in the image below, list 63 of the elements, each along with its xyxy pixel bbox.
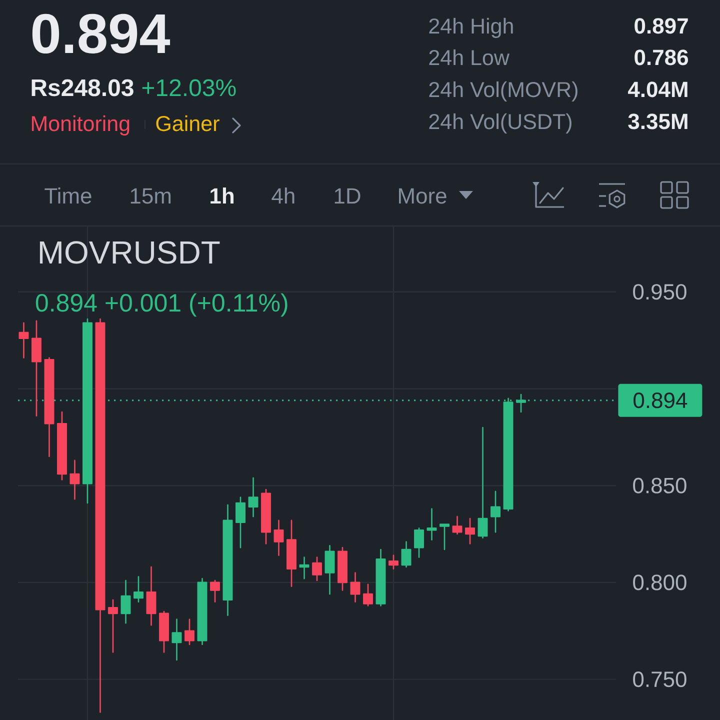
candlestick bbox=[414, 528, 424, 558]
candlestick bbox=[440, 524, 450, 550]
text: Gainer bbox=[156, 115, 220, 132]
text: 1D bbox=[334, 188, 360, 204]
candlestick bbox=[18, 322, 29, 358]
text: 0.786 bbox=[634, 50, 688, 66]
candlestick bbox=[261, 488, 271, 544]
candlestick bbox=[248, 477, 258, 518]
candlestick bbox=[236, 496, 246, 548]
text: More bbox=[399, 188, 446, 204]
text: 24h Vol(MOVR) bbox=[429, 81, 578, 102]
candlestick bbox=[70, 460, 80, 500]
candlestick bbox=[299, 556, 310, 580]
text: 4.04M bbox=[628, 82, 688, 98]
text: 24h Low bbox=[429, 49, 510, 66]
candlestick bbox=[388, 554, 398, 570]
text: 24h Vol(USDT) bbox=[429, 113, 572, 134]
candlestick bbox=[312, 556, 322, 582]
candlestick bbox=[401, 541, 412, 568]
candlestick bbox=[426, 508, 437, 540]
candlestick bbox=[363, 584, 373, 606]
candlestick bbox=[286, 520, 296, 587]
y-tick-label: 0.800 bbox=[633, 574, 686, 590]
text: 3.35M bbox=[628, 114, 688, 130]
candlestick bbox=[376, 548, 386, 606]
candlestick bbox=[210, 580, 220, 602]
text: Time bbox=[44, 188, 92, 204]
text: Monitoring bbox=[32, 115, 130, 136]
candlestick bbox=[44, 357, 54, 458]
candlestick bbox=[57, 411, 67, 480]
text: Rs248.03 bbox=[32, 79, 134, 96]
text: 0.894 +0.001 (+0.11%) bbox=[36, 293, 288, 317]
text: 0.894 bbox=[32, 14, 170, 54]
text: 15m bbox=[130, 188, 171, 204]
candlestick bbox=[478, 426, 488, 539]
candlestick bbox=[197, 578, 208, 646]
candlestick bbox=[159, 610, 169, 653]
candlestick bbox=[184, 618, 194, 646]
candlestick bbox=[32, 320, 42, 416]
text: 24h High bbox=[429, 18, 513, 38]
candlestick bbox=[108, 599, 118, 653]
text: 4h bbox=[272, 188, 294, 204]
candlestick bbox=[465, 518, 475, 544]
y-tick-label: 0.750 bbox=[633, 672, 686, 688]
candlestick bbox=[172, 618, 182, 661]
candlestick bbox=[146, 566, 156, 626]
candlestick bbox=[95, 318, 106, 713]
text: 1h bbox=[210, 188, 234, 204]
ref-line-label: 0.894 bbox=[634, 392, 688, 408]
y-tick-label: 0.850 bbox=[633, 478, 686, 494]
text: +12.03% bbox=[142, 79, 236, 96]
text: 0.897 bbox=[634, 18, 688, 34]
candlestick bbox=[452, 516, 462, 535]
candlestick bbox=[324, 544, 335, 595]
chart-title: MOVRUSDT bbox=[40, 241, 220, 264]
candlestick bbox=[338, 546, 348, 591]
candlestick bbox=[350, 572, 360, 602]
candlestick bbox=[222, 504, 233, 616]
candlestick bbox=[134, 576, 144, 602]
candlestick bbox=[274, 520, 284, 556]
candlestick bbox=[120, 580, 131, 624]
candlestick bbox=[490, 490, 500, 533]
y-tick-label: 0.950 bbox=[633, 284, 686, 300]
